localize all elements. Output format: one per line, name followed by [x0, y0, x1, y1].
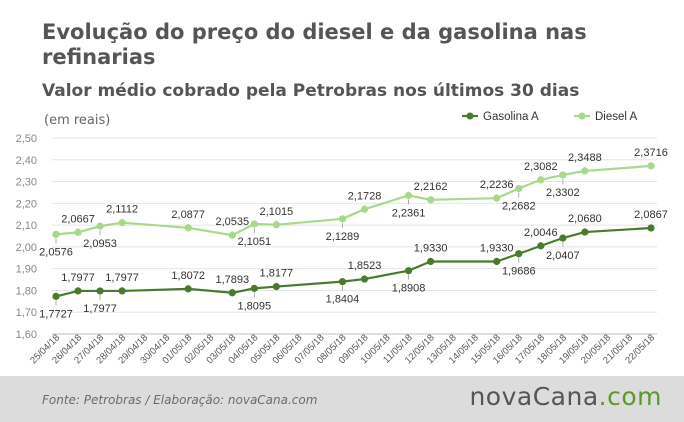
data-point: [228, 231, 236, 239]
data-point: [427, 196, 435, 204]
brand-part-com: .com: [598, 382, 662, 411]
chart-subtitle: Valor médio cobrado pela Petrobras nos ú…: [42, 81, 580, 101]
y-tick-label: 2,20: [16, 198, 37, 210]
data-point: [581, 167, 589, 175]
data-label: 2,1015: [260, 206, 294, 218]
data-label: 1,7727: [39, 308, 73, 320]
data-point: [581, 228, 589, 236]
data-label: 1,8177: [260, 268, 294, 280]
data-label: 2,1112: [106, 204, 138, 216]
data-point: [272, 221, 280, 229]
data-point: [647, 224, 655, 232]
data-label: 2,0953: [83, 238, 117, 250]
data-point: [360, 275, 369, 283]
data-label: 2,3302: [546, 187, 580, 199]
legend-entry: Diesel A: [595, 111, 638, 123]
data-point: [74, 287, 82, 295]
series-line-diesel: [55, 164, 652, 237]
data-label: 1,7977: [61, 272, 95, 284]
data-label: 2,1289: [326, 231, 360, 243]
data-point: [272, 282, 280, 291]
data-point: [96, 287, 104, 295]
source-credit: Fonte: Petrobras / Elaboração: novaCana.…: [42, 393, 318, 407]
chart-plot: 1,60 1,70 1,80 1,90 2,00 2,10 2,20 2,30 2,40 2,50…: [16, 111, 668, 366]
data-label: 2,0877: [171, 209, 205, 221]
y-tick-label: 2,10: [16, 220, 37, 232]
data-point: [184, 285, 192, 293]
data-point: [493, 257, 501, 266]
data-label: 1,7893: [215, 274, 249, 286]
data-label: 2,3082: [524, 161, 558, 173]
data-point: [647, 162, 655, 170]
data-point: [118, 219, 126, 227]
data-label: 2,2682: [502, 200, 536, 212]
data-point: [250, 284, 258, 292]
footer-bar: Fonte: Petrobras / Elaboração: novaCana.…: [0, 376, 684, 422]
y-tick-label: 2,50: [16, 133, 37, 145]
data-point: [184, 224, 192, 232]
data-label: 2,0867: [634, 209, 668, 221]
y-tick-label: 1,60: [16, 329, 37, 341]
data-label: 1,8908: [392, 283, 426, 295]
series-line-gasolina: [55, 226, 652, 298]
y-tick-label: 2,30: [16, 177, 37, 189]
data-point: [559, 171, 567, 179]
data-label: 1,9686: [502, 266, 536, 278]
brand-part-nova: nova: [469, 382, 533, 411]
data-label: 1,8523: [348, 260, 382, 272]
data-label: 2,3488: [568, 152, 602, 164]
data-label: 2,0680: [568, 213, 602, 225]
legend-swatch-marker: [466, 112, 474, 120]
y-tick-label: 1,90: [16, 264, 37, 276]
data-point: [404, 267, 413, 275]
data-point: [52, 230, 60, 238]
y-tick-label: 1,80: [16, 285, 37, 297]
units-label: (em reais): [44, 113, 111, 128]
data-point: [338, 278, 347, 286]
data-label: 2,1051: [238, 236, 272, 248]
data-label: 2,3716: [634, 147, 668, 159]
legend-entry: Gasolina A: [483, 111, 539, 123]
brand-logo: novaCana.com: [469, 382, 662, 411]
data-point: [515, 250, 523, 258]
data-label: 2,1728: [348, 190, 382, 202]
data-label: 2,2236: [480, 179, 514, 191]
data-label: 2,0407: [546, 250, 580, 262]
data-label: 1,9330: [480, 242, 514, 254]
data-point: [427, 257, 435, 266]
data-point: [559, 234, 567, 242]
data-point: [118, 287, 126, 295]
y-tick-label: 1,70: [16, 307, 37, 319]
data-label: 2,0046: [524, 227, 558, 239]
data-label: 1,8072: [171, 270, 205, 282]
data-label: 1,7977: [105, 272, 139, 284]
data-point: [228, 289, 236, 297]
data-point: [74, 228, 82, 236]
data-point: [52, 292, 60, 300]
brand-part-cana: Cana: [532, 382, 599, 411]
chart-title: Evolução do preço do diesel e da gasolin…: [42, 20, 587, 69]
data-point: [404, 191, 413, 200]
data-label: 1,8095: [238, 300, 272, 312]
legend-swatch-marker: [578, 112, 586, 120]
data-point: [537, 176, 545, 184]
y-tick-label: 2,40: [16, 155, 37, 167]
data-point: [96, 222, 104, 230]
data-point: [493, 194, 501, 202]
y-tick-label: 2,00: [16, 242, 37, 254]
data-point: [360, 205, 369, 213]
data-point: [338, 215, 347, 223]
data-label: 2,0535: [215, 216, 249, 228]
data-label: 1,9330: [414, 242, 448, 254]
data-label: 2,0576: [39, 246, 73, 258]
data-point: [250, 220, 258, 228]
data-label: 2,2361: [392, 207, 426, 219]
data-label: 1,8404: [326, 294, 360, 306]
data-label: 2,0667: [61, 213, 95, 225]
data-point: [515, 184, 523, 193]
data-label: 2,2162: [414, 181, 448, 193]
data-point: [537, 242, 545, 250]
data-label: 1,7977: [83, 303, 117, 315]
